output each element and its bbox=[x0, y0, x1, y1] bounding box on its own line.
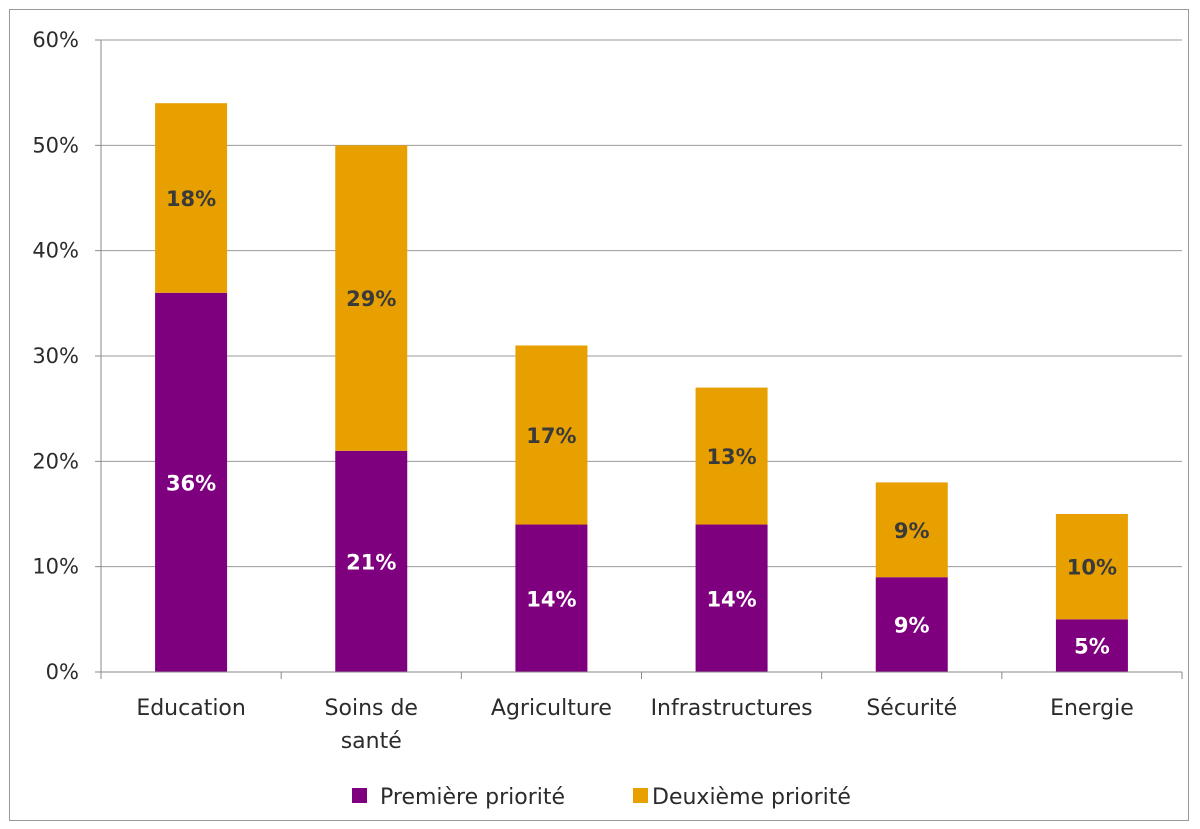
y-tick-label: 40% bbox=[32, 239, 79, 263]
x-category-label: Energie bbox=[1050, 696, 1134, 721]
y-tick-label: 30% bbox=[32, 344, 79, 368]
y-tick-label: 60% bbox=[32, 28, 79, 52]
y-tick-label: 0% bbox=[46, 660, 79, 684]
data-label: 14% bbox=[526, 587, 576, 611]
x-category-label: Soins de bbox=[325, 696, 418, 721]
bar-premiere-2 bbox=[515, 524, 588, 672]
data-label: 10% bbox=[1067, 556, 1117, 580]
x-category-label: Agriculture bbox=[491, 696, 612, 721]
data-label: 14% bbox=[706, 587, 756, 611]
bar-deuxieme-3 bbox=[695, 387, 768, 525]
bar-premiere-3 bbox=[695, 524, 768, 672]
bars bbox=[155, 103, 1128, 672]
bar-deuxieme-2 bbox=[515, 345, 588, 525]
y-tick-label: 50% bbox=[32, 133, 79, 157]
bar-deuxieme-5 bbox=[1055, 514, 1128, 620]
x-category-label: Education bbox=[136, 696, 246, 721]
x-category-label: Infrastructures bbox=[651, 696, 813, 721]
bar-premiere-4 bbox=[875, 577, 948, 672]
bar-deuxieme-4 bbox=[875, 482, 948, 578]
data-label: 17% bbox=[526, 424, 576, 448]
y-tick-label: 10% bbox=[32, 555, 79, 579]
legend-swatch-0 bbox=[352, 788, 367, 803]
bar-premiere-0 bbox=[155, 292, 228, 672]
data-label: 9% bbox=[894, 614, 930, 638]
legend-label: Deuxième priorité bbox=[652, 785, 851, 810]
data-label: 36% bbox=[166, 471, 216, 495]
gridlines bbox=[101, 39, 1182, 568]
x-category-label: santé bbox=[341, 729, 402, 754]
legend: Première priorité Deuxième priorité bbox=[352, 785, 851, 810]
data-label: 21% bbox=[346, 550, 396, 574]
y-tick-label: 20% bbox=[32, 449, 79, 473]
legend-label: Première priorité bbox=[380, 785, 565, 810]
data-label: 18% bbox=[166, 187, 216, 211]
bar-deuxieme-0 bbox=[155, 103, 228, 293]
data-label: 29% bbox=[346, 287, 396, 311]
data-label: 9% bbox=[894, 519, 930, 543]
axes bbox=[95, 39, 1183, 679]
x-category-label: Sécurité bbox=[866, 696, 957, 721]
data-label: 13% bbox=[706, 445, 756, 469]
bar-deuxieme-1 bbox=[335, 145, 408, 451]
bar-premiere-5 bbox=[1055, 619, 1128, 672]
legend-swatch-1 bbox=[633, 788, 648, 803]
labels: 0% 10% 20% 30% 40% 50% 60% 36% 18% Education 21% 29… bbox=[32, 28, 1133, 754]
bar-premiere-1 bbox=[335, 450, 408, 672]
data-label: 5% bbox=[1074, 635, 1110, 659]
